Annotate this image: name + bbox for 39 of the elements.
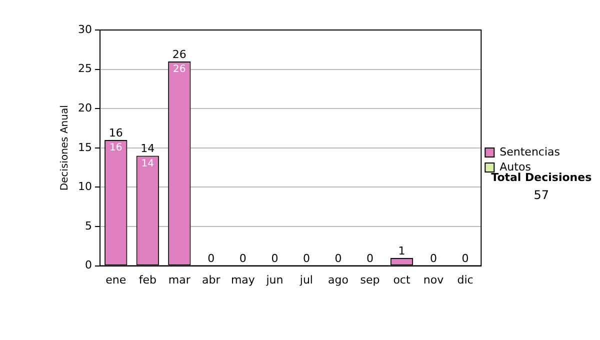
legend-label: Autos [500, 160, 532, 174]
y-tick-label: 30 [78, 22, 92, 36]
y-axis-title: Decisiones Anual [60, 105, 71, 191]
data-label: 26 [173, 64, 186, 76]
total-label: 26 [172, 48, 186, 61]
text: 57 [534, 188, 550, 202]
x-tick-label: dic [457, 273, 474, 286]
total-label: 1 [398, 244, 406, 258]
x-tick-label: ago [328, 273, 349, 286]
x-tick-label: nov [423, 273, 444, 286]
data-label: 16 [110, 142, 122, 154]
y-tick-label: 5 [84, 219, 92, 232]
x-tick-label: oct [393, 273, 411, 286]
total-label: 0 [462, 252, 469, 266]
x-tick-label: mar [168, 273, 191, 286]
y-tick-label: 10 [78, 180, 92, 194]
x-tick-label: sep [360, 273, 380, 286]
total-label: 0 [334, 252, 342, 266]
text: Total Decisiones [491, 170, 592, 184]
data-label: 14 [141, 158, 154, 170]
y-tick-label: 20 [78, 101, 92, 114]
y-tick-label: 15 [78, 140, 92, 154]
x-tick-label: abr [202, 273, 221, 286]
total-label: 0 [430, 252, 438, 266]
total-label: 14 [140, 142, 155, 156]
legend-label: Sentencias [500, 145, 560, 158]
x-tick-label: jul [298, 273, 313, 286]
total-label: 16 [108, 126, 123, 140]
total-label: 0 [271, 252, 278, 266]
x-tick-label: may [230, 273, 256, 286]
total-label: 0 [366, 252, 374, 266]
total-label: 0 [208, 252, 215, 266]
total-label: 0 [302, 252, 310, 266]
y-tick-label: 0 [84, 258, 92, 272]
y-tick-label: 25 [78, 62, 92, 76]
x-tick-label: jun [265, 273, 284, 286]
x-tick-label: feb [138, 273, 156, 286]
x-tick-label: ene [106, 273, 126, 286]
total-label: 0 [239, 252, 246, 266]
